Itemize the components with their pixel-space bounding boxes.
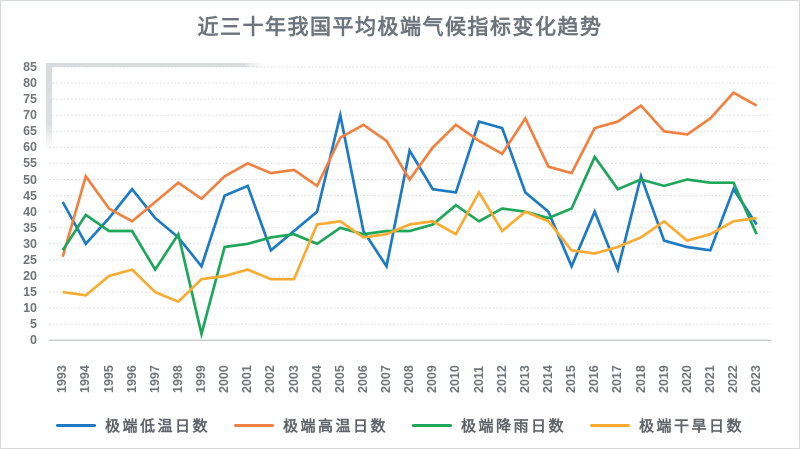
legend-label-extreme-rain-days: 极端降雨日数 (461, 417, 567, 435)
x-tick-label-2012: 2012 (494, 365, 509, 393)
legend-item-extreme-drought-days: 极端干旱日数 (590, 415, 744, 436)
legend-swatch-extreme-high-temp-days (233, 423, 274, 427)
plot-top-shadow-artifact (52, 63, 264, 67)
x-tick-label-1997: 1997 (147, 365, 162, 393)
y-tick-label-15: 15 (23, 285, 37, 300)
x-tick-label-2016: 2016 (587, 365, 602, 393)
y-tick-label-35: 35 (23, 220, 37, 235)
y-tick-label-40: 40 (23, 204, 37, 219)
x-tick-label-2022: 2022 (726, 365, 740, 393)
x-tick-label-2014: 2014 (540, 365, 555, 393)
plot-left-shadow-artifact (46, 63, 52, 151)
y-tick-label-55: 55 (23, 156, 37, 171)
x-tick-label-1999: 1999 (194, 365, 208, 393)
y-tick-label-25: 25 (23, 252, 37, 267)
series-line-extreme-high-temp-days (61, 90, 758, 258)
legend-label-extreme-low-temp-days: 极端低温日数 (104, 417, 210, 435)
x-tick-label-2020: 2020 (679, 365, 694, 393)
y-tick-label-30: 30 (23, 236, 37, 251)
legend-item-extreme-rain-days: 极端降雨日数 (412, 415, 566, 436)
legend-label-extreme-drought-days: 极端干旱日数 (639, 417, 745, 435)
x-tick-label-1994: 1994 (78, 365, 93, 393)
legend-swatch-extreme-drought-days (590, 423, 631, 427)
x-tick-label-1998: 1998 (170, 365, 185, 393)
legend-label-extreme-high-temp-days: 极端高温日数 (282, 417, 388, 435)
x-tick-label-2009: 2009 (425, 365, 440, 393)
x-tick-label-2000: 2000 (217, 365, 232, 393)
x-tick-label-2008: 2008 (402, 365, 417, 393)
x-tick-label-2019: 2019 (656, 365, 671, 393)
y-tick-label-70: 70 (23, 108, 37, 123)
x-tick-label-2017: 2017 (610, 365, 625, 393)
x-tick-label-2015: 2015 (564, 365, 579, 393)
x-tick-label-2011: 2011 (471, 365, 486, 393)
x-tick-label-2005: 2005 (332, 365, 347, 393)
y-tick-label-5: 5 (30, 317, 37, 332)
legend-swatch-extreme-low-temp-days (55, 423, 96, 427)
x-tick-label-2002: 2002 (263, 365, 278, 393)
series-line-extreme-drought-days (62, 189, 757, 304)
y-tick-label-20: 20 (23, 269, 37, 283)
y-tick-label-45: 45 (23, 188, 37, 203)
x-tick-label-2021: 2021 (702, 365, 717, 393)
x-tick-label-1996: 1996 (124, 365, 139, 393)
x-tick-label-1995: 1995 (101, 365, 116, 393)
y-tick-label-0: 0 (30, 333, 37, 348)
chart-legend: 极端低温日数 极端高温日数 极端降雨日数 极端干旱日数 (1, 409, 799, 441)
x-tick-label-2001: 2001 (240, 365, 255, 393)
y-tick-label-75: 75 (23, 92, 37, 107)
chart-title: 近三十年我国平均极端气候指标变化趋势 (197, 16, 603, 39)
x-tick-label-2023: 2023 (749, 365, 764, 393)
x-tick-label-2003: 2003 (286, 365, 301, 393)
x-tick-label-2007: 2007 (379, 365, 393, 393)
legend-item-extreme-high-temp-days: 极端高温日数 (233, 415, 388, 436)
legend-swatch-extreme-rain-days (412, 423, 452, 427)
y-tick-label-80: 80 (23, 76, 37, 90)
x-tick-label-2006: 2006 (355, 365, 370, 393)
y-tick-label-65: 65 (23, 124, 37, 139)
legend-item-extreme-low-temp-days: 极端低温日数 (55, 415, 210, 436)
y-tick-label-60: 60 (23, 140, 37, 155)
x-tick-label-2018: 2018 (633, 365, 648, 393)
series-line-extreme-rain-days (61, 154, 758, 340)
x-tick-label-2013: 2013 (517, 365, 532, 393)
y-tick-label-85: 85 (23, 60, 37, 74)
y-tick-label-10: 10 (23, 301, 37, 316)
x-tick-label-2010: 2010 (448, 365, 463, 393)
y-tick-label-50: 50 (23, 172, 37, 187)
x-tick-label-1993: 1993 (55, 365, 70, 393)
x-tick-label-2004: 2004 (309, 365, 324, 393)
